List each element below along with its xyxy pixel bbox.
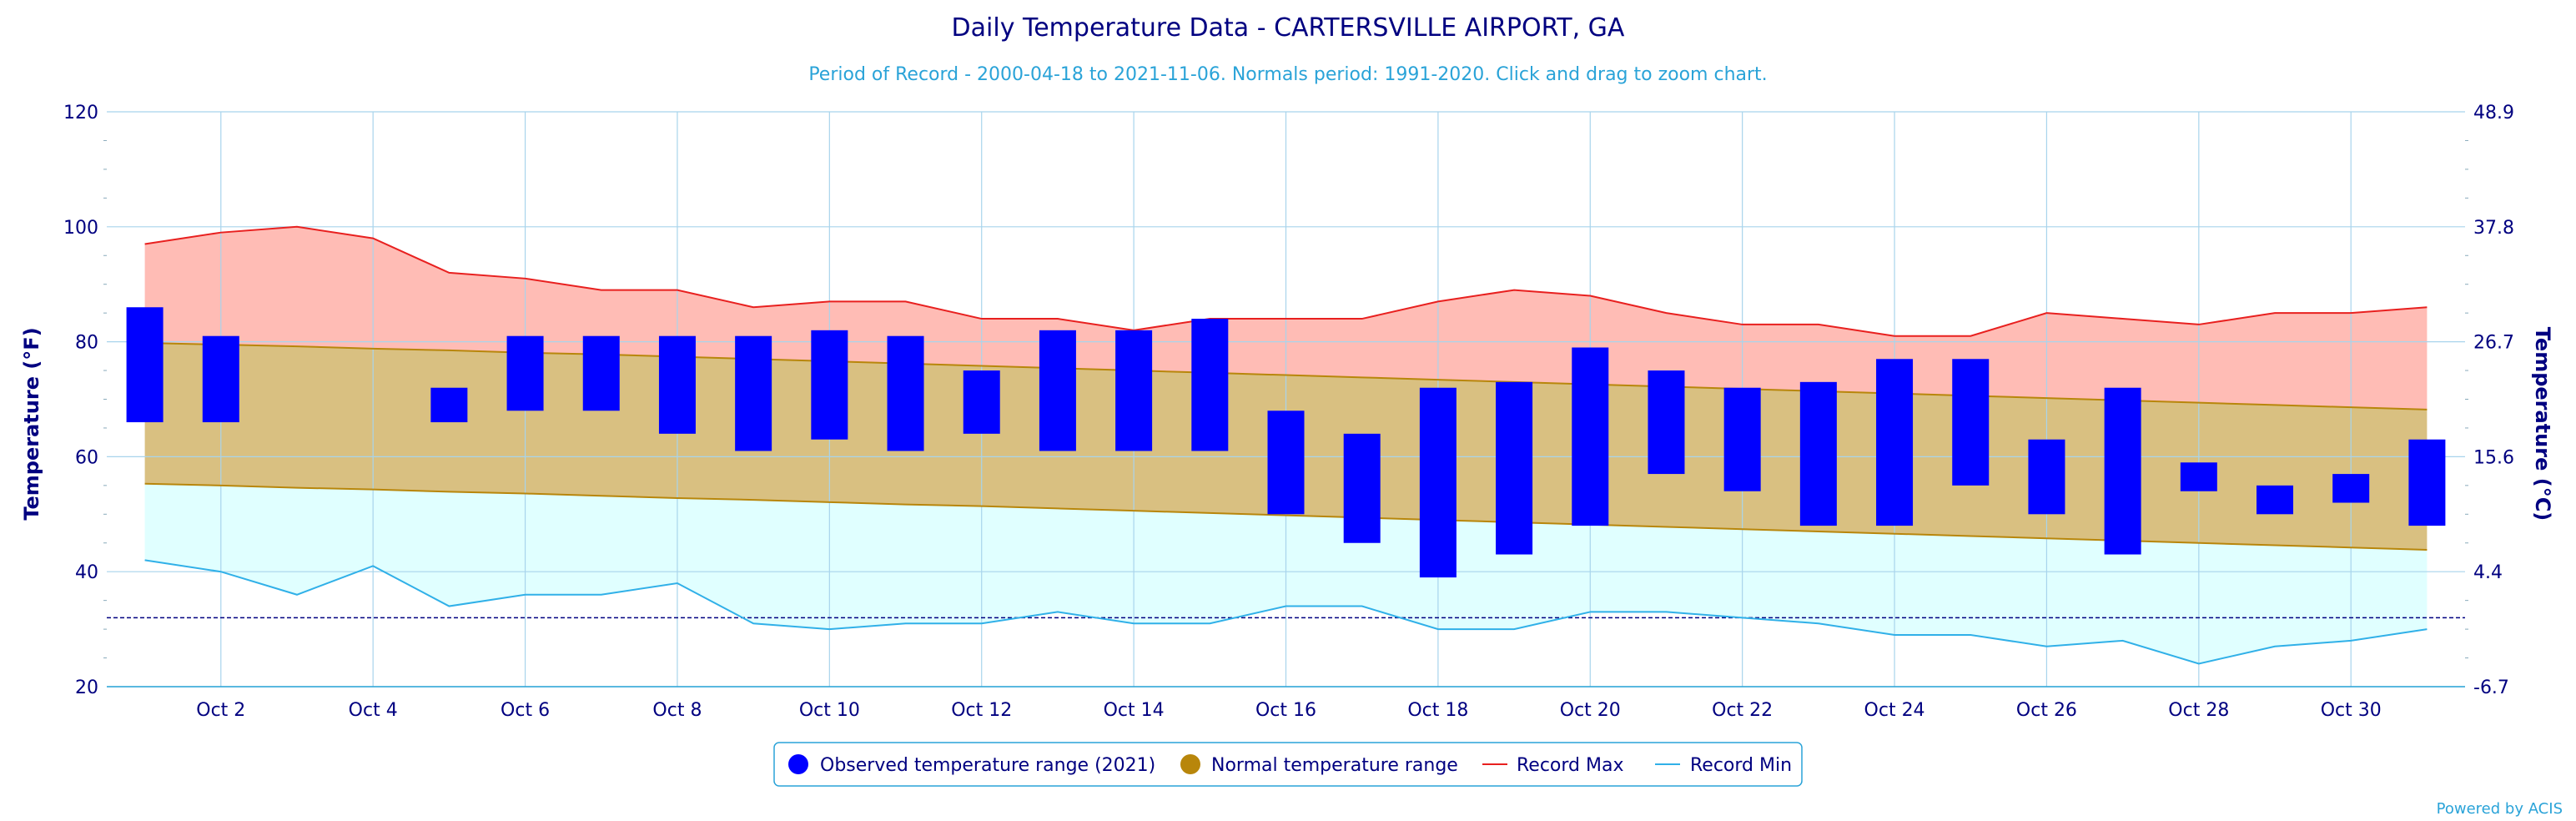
observed-range-bar[interactable] [1267, 410, 1305, 515]
y-tick-label-right: 37.8 [2473, 218, 2514, 239]
chart-subtitle: Period of Record - 2000-04-18 to 2021-11… [808, 64, 1767, 85]
observed-range-bar[interactable] [126, 307, 164, 423]
observed-range-bar[interactable] [1115, 330, 1153, 451]
x-tick-label: Oct 20 [1560, 700, 1621, 721]
legend-item-record-min[interactable]: Record Min [1655, 755, 1792, 776]
y-axis-title-left: Temperature (°F) [20, 327, 43, 520]
observed-range-bar[interactable] [2332, 474, 2370, 503]
observed-range-bar[interactable] [1191, 319, 1229, 451]
observed-range-bar[interactable] [2104, 387, 2141, 555]
x-tick-label: Oct 30 [2321, 700, 2382, 721]
legend-label-observed: Observed temperature range (2021) [820, 755, 1155, 776]
y-tick-label-right: 4.4 [2473, 562, 2503, 583]
chart-title: Daily Temperature Data - CARTERSVILLE AI… [952, 13, 1625, 43]
x-tick-label: Oct 6 [501, 700, 550, 721]
observed-range-bar[interactable] [2180, 462, 2217, 491]
y-tick-label-right: -6.7 [2473, 677, 2509, 698]
observed-range-bar[interactable] [1723, 387, 1761, 491]
x-tick-label: Oct 8 [652, 700, 702, 721]
legend-label-normal: Normal temperature range [1211, 755, 1458, 776]
observed-range-bar[interactable] [1952, 359, 1990, 486]
powered-by-credit[interactable]: Powered by ACIS [2437, 800, 2563, 818]
observed-range-bar[interactable] [735, 335, 772, 451]
y-tick-label-left: 20 [75, 677, 98, 698]
x-tick-label: Oct 24 [1864, 700, 1925, 721]
observed-range-bar[interactable] [1799, 381, 1837, 526]
record-min-line[interactable] [144, 559, 2428, 665]
legend-symbol-observed [788, 754, 808, 774]
observed-range-bar[interactable] [430, 387, 468, 423]
observed-range-bar[interactable] [1648, 370, 1685, 475]
y-tick-label-right: 48.9 [2473, 103, 2514, 123]
legend-item-observed[interactable]: Observed temperature range (2021) [788, 754, 1155, 776]
legend-label-record-min: Record Min [1690, 755, 1792, 776]
x-tick-label: Oct 4 [349, 700, 398, 721]
y-tick-label-right: 15.6 [2473, 447, 2514, 468]
observed-range-bar[interactable] [887, 335, 924, 451]
x-tick-label: Oct 10 [799, 700, 860, 721]
x-tick-label: Oct 22 [1712, 700, 1773, 721]
observed-range-bar[interactable] [506, 335, 544, 411]
legend-box [773, 742, 1803, 787]
normal-low-line [144, 482, 2428, 552]
y-tick-label-right: 26.7 [2473, 333, 2514, 354]
observed-range-bar[interactable] [2408, 439, 2446, 526]
y-tick-label-left: 40 [75, 562, 98, 583]
x-tick-label: Oct 2 [196, 700, 245, 721]
x-tick-label: Oct 12 [951, 700, 1012, 721]
observed-range-bar[interactable] [1343, 433, 1381, 543]
legend-symbol-normal [1180, 754, 1200, 774]
legend-item-record-max[interactable]: Record Max [1482, 755, 1624, 776]
observed-range-bar[interactable] [1572, 347, 1609, 526]
legend-item-normal[interactable]: Normal temperature range [1180, 754, 1458, 776]
x-tick-label: Oct 28 [2168, 700, 2229, 721]
observed-range-bar[interactable] [811, 330, 848, 440]
y-tick-label-left: 80 [75, 333, 98, 354]
observed-range-bar[interactable] [658, 335, 696, 434]
observed-range-bar[interactable] [2257, 485, 2294, 515]
record-max-line[interactable] [144, 225, 2428, 337]
legend[interactable]: Observed temperature range (2021) Normal… [773, 742, 1803, 787]
observed-range-bar[interactable] [1876, 359, 1914, 526]
x-tick-label: Oct 16 [1255, 700, 1316, 721]
legend-label-record-max: Record Max [1517, 755, 1624, 776]
observed-range-bar[interactable] [963, 370, 1000, 434]
observed-range-bar[interactable] [1419, 387, 1457, 578]
y-tick-label-left: 120 [63, 103, 98, 123]
x-tick-label: Oct 26 [2016, 700, 2077, 721]
observed-range-bar[interactable] [1496, 381, 1533, 555]
y-tick-label-left: 60 [75, 447, 98, 468]
plot-area[interactable]: Oct 2 Oct 4 Oct 6 Oct 8 Oct 10 Oct 12 Oct 14 Oc… [63, 103, 2514, 721]
record-max-band [144, 226, 2428, 410]
observed-range-bar[interactable] [2028, 439, 2065, 515]
y-axis-title-right: Temperature (°C) [2531, 327, 2554, 521]
x-tick-label: Oct 14 [1104, 700, 1165, 721]
observed-range-bar[interactable] [582, 335, 620, 411]
observed-range-bar[interactable] [1039, 330, 1076, 451]
x-tick-label: Oct 18 [1407, 700, 1468, 721]
y-tick-label-left: 100 [63, 218, 98, 239]
observed-range-bar[interactable] [202, 335, 239, 423]
